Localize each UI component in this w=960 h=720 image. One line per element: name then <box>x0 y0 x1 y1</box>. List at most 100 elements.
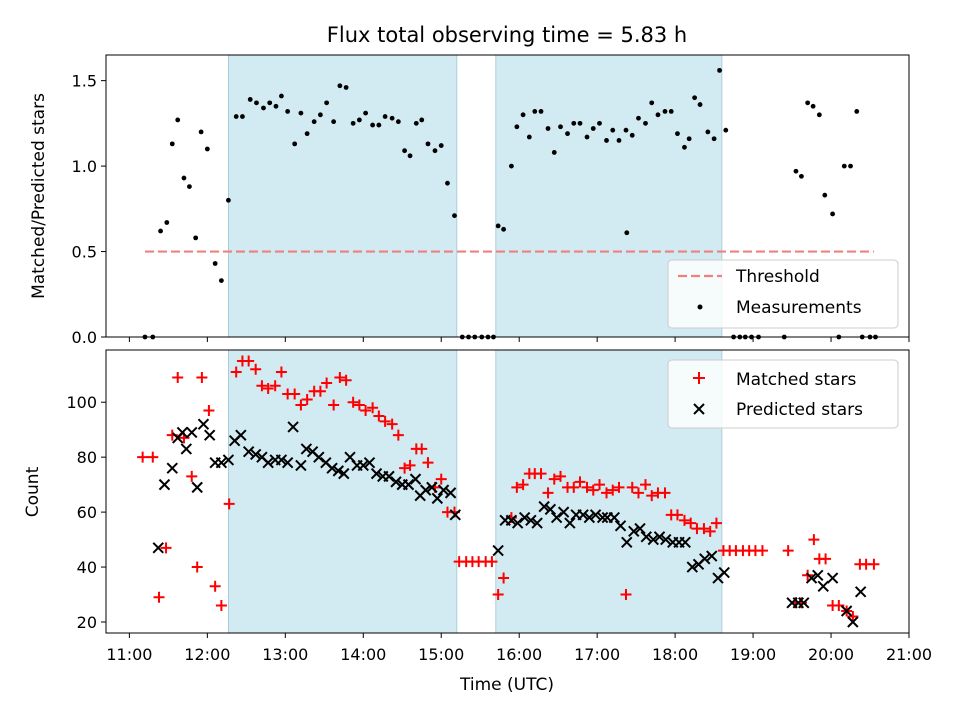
matched-point <box>535 468 547 480</box>
matched-point <box>593 479 605 491</box>
measurement-point <box>356 117 362 123</box>
predicted-points <box>152 418 867 628</box>
measurement-point <box>636 115 641 121</box>
matched-point <box>186 470 198 482</box>
measurement-point <box>413 120 419 126</box>
predicted-point <box>249 448 262 461</box>
observing-span <box>227 54 458 338</box>
measurement-point <box>267 100 273 106</box>
x-axis-ticks: 11:00 12:00 13:00 14:00 15:00 16:00 17:00 18:00… <box>106 633 932 664</box>
matched-point <box>301 393 313 405</box>
predicted-point <box>589 509 602 521</box>
measurement-point <box>445 180 450 186</box>
matched-point <box>486 556 498 568</box>
matched-point <box>820 553 832 565</box>
measurement-points <box>142 67 878 340</box>
measurement-point <box>616 138 622 143</box>
x-tick-label: 12:00 <box>184 645 230 664</box>
measurement-point <box>198 129 204 135</box>
predicted-point <box>511 517 524 529</box>
y-axis-ticks: 0.0 0.5 1.0 1.5 <box>72 72 106 347</box>
measurement-point <box>590 126 596 131</box>
predicted-point <box>847 616 859 628</box>
measurement-point <box>181 175 187 181</box>
matched-point <box>243 355 255 367</box>
predicted-point <box>152 542 164 554</box>
observing-span <box>227 349 458 634</box>
predicted-point <box>505 514 518 527</box>
matched-point <box>295 399 307 411</box>
matched-point <box>404 459 416 471</box>
predicted-point <box>538 500 550 513</box>
measurement-point <box>317 112 323 118</box>
y-tick-label: 20 <box>77 613 97 632</box>
measurement-point <box>629 132 635 138</box>
measurement-point <box>604 138 609 143</box>
measurement-point <box>597 120 602 126</box>
predicted-point <box>287 421 299 433</box>
predicted-point <box>718 566 730 579</box>
measurement-point <box>662 109 668 114</box>
measurement-point <box>624 230 630 236</box>
measurement-point <box>407 153 413 159</box>
x-tick-label: 20:00 <box>808 645 854 664</box>
matched-point <box>347 396 359 408</box>
matched-point <box>153 591 165 603</box>
predicted-point <box>262 456 274 469</box>
matched-point <box>498 572 510 584</box>
predicted-point <box>215 456 228 469</box>
matched-point <box>275 366 287 378</box>
matched-point <box>704 525 716 537</box>
measurement-point <box>350 120 356 126</box>
matched-point <box>321 377 333 389</box>
matched-point <box>223 498 235 510</box>
legend-top: Threshold Measurements <box>667 259 899 329</box>
measurement-point <box>247 97 253 102</box>
matched-point <box>353 399 365 411</box>
predicted-point <box>235 429 247 441</box>
measurement-point <box>233 114 239 119</box>
predicted-point <box>812 569 824 582</box>
plot-frame <box>105 349 910 634</box>
matched-point <box>328 399 340 411</box>
measurement-point <box>343 85 349 90</box>
predicted-point <box>242 445 255 458</box>
y-axis-label: Count <box>23 466 43 517</box>
measurement-point <box>292 141 298 147</box>
legend-bottom: Matched stars Predicted stars <box>667 359 899 429</box>
matched-point <box>269 380 281 392</box>
predicted-point <box>596 511 609 524</box>
legend-box <box>667 359 899 429</box>
measurement-point <box>623 127 629 133</box>
measurement-point <box>692 95 698 101</box>
matched-point <box>555 470 567 482</box>
predicted-point <box>647 533 659 546</box>
predicted-point <box>281 456 294 469</box>
predicted-point <box>608 511 621 524</box>
measurement-point <box>495 223 501 229</box>
measurement-point <box>164 220 170 225</box>
predicted-point <box>525 514 537 527</box>
matched-point <box>392 429 404 441</box>
measurement-point <box>571 120 577 126</box>
predicted-point <box>660 533 672 546</box>
measurement-point <box>298 110 304 116</box>
predicted-point <box>550 511 563 524</box>
measurement-point <box>532 109 538 114</box>
predicted-point <box>557 506 570 518</box>
predicted-point <box>426 481 438 494</box>
measurement-point <box>370 122 376 128</box>
x-axis-label: Time (UTC) <box>459 675 554 695</box>
predicted-point <box>409 473 422 485</box>
matched-point <box>601 487 613 499</box>
measurement-point <box>830 211 835 217</box>
predicted-point <box>531 517 543 529</box>
matched-point <box>492 589 504 601</box>
measurement-point <box>218 278 224 283</box>
matched-point <box>422 457 434 469</box>
measurement-point <box>311 119 317 125</box>
predicted-point <box>402 478 415 491</box>
measurement-point <box>584 134 590 140</box>
predicted-point <box>222 454 235 466</box>
measurement-point <box>376 122 382 128</box>
